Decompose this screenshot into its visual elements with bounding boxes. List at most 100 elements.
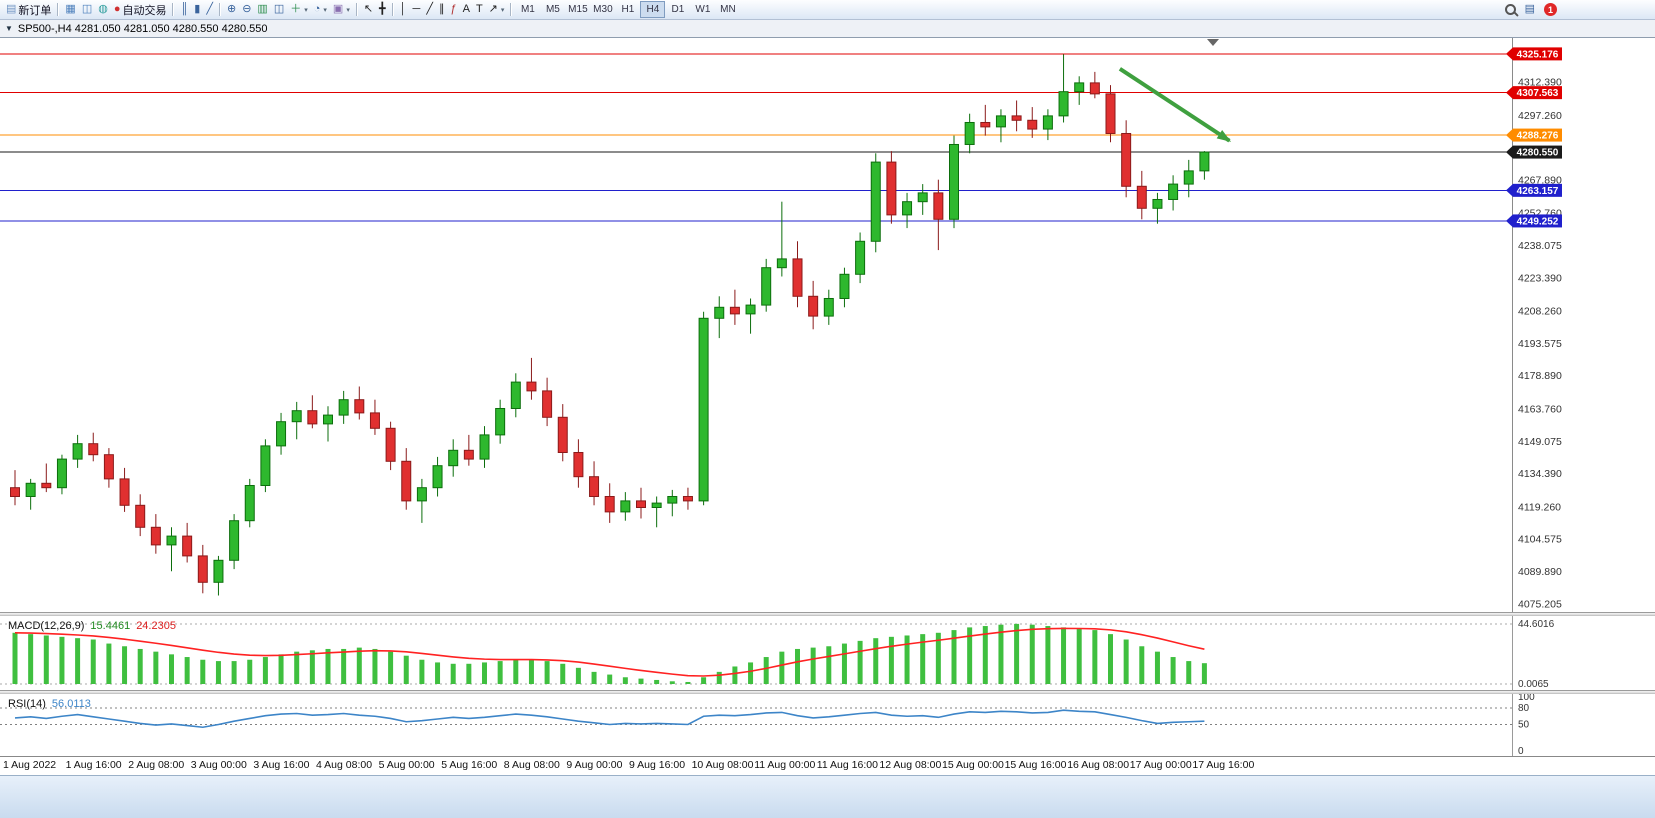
candlestick-mode-icon: ▮ — [194, 3, 201, 15]
rsi-axis-label: 50 — [1518, 720, 1530, 731]
arrows-icon: ↗ — [488, 3, 498, 15]
candle — [620, 500, 631, 513]
templates-button[interactable]: ▣ ▾ — [330, 2, 353, 18]
auto-trading-icon: ● — [113, 3, 121, 15]
candle — [792, 258, 803, 297]
price-tick-label: 4267.890 — [1518, 174, 1562, 186]
auto-trading-button[interactable]: ● 自动交易 — [111, 2, 170, 18]
panel-separator[interactable] — [0, 612, 1655, 616]
fibonacci-icon: ƒ — [450, 3, 457, 15]
charts-window-icon: ▦ — [65, 3, 76, 15]
timeframe-m1-button[interactable]: M1 — [520, 4, 535, 15]
candles-layer — [10, 54, 1210, 596]
fibonacci-button[interactable]: ƒ — [447, 2, 459, 18]
time-axis-label: 1 Aug 2022 — [3, 759, 57, 771]
macd-bar — [935, 632, 941, 684]
macd-axis-label: 44.6016 — [1518, 619, 1555, 630]
rsi-axis-label: 80 — [1518, 703, 1530, 714]
macd-bar — [28, 634, 34, 684]
vertical-line-button[interactable]: │ — [397, 2, 410, 18]
candle — [1105, 93, 1116, 134]
price-tick-label: 4312.390 — [1518, 77, 1562, 89]
price-tick-label: 4075.205 — [1518, 598, 1562, 610]
macd-bar — [309, 650, 315, 684]
main-price-chart[interactable]: 4312.3904297.2604267.8904252.7604238.075… — [0, 38, 1655, 612]
terminal-window-button[interactable]: ◫ — [79, 2, 95, 18]
add-indicator-button[interactable]: ＋ ▾ — [287, 2, 311, 18]
price-tick-label: 4223.390 — [1518, 272, 1562, 284]
macd-panel[interactable]: 44.6016 0.0065 MACD(12,26,9) 15.4461 24.2305 — [0, 616, 1655, 690]
time-axis[interactable]: 1 Aug 2022 1 Aug 16:00 2 Aug 08:00 3 Aug 00… — [0, 756, 1655, 775]
time-axis-label: 9 Aug 00:00 — [566, 759, 623, 771]
candle — [479, 434, 490, 460]
macd-bar — [1092, 630, 1098, 684]
notification-badge[interactable]: 1 — [1544, 3, 1557, 16]
candle — [323, 414, 333, 425]
zoom-out-button[interactable]: ⊖ — [239, 2, 254, 18]
timeframe-h1-button[interactable]: H1 — [621, 4, 635, 15]
trendline-button[interactable]: ╱ — [423, 2, 436, 18]
zoom-in-button[interactable]: ⊕ — [224, 2, 239, 18]
shift-marker[interactable] — [1207, 39, 1219, 46]
chart-dropdown-caret[interactable]: ▼ — [5, 24, 13, 33]
timeframe-d1-button[interactable]: D1 — [671, 4, 685, 15]
macd-bar — [231, 661, 237, 684]
price-tick-label: 4163.760 — [1518, 404, 1562, 416]
data-window-button[interactable]: ▤ — [1522, 2, 1538, 18]
candle — [1011, 115, 1022, 121]
panel-separator[interactable] — [0, 690, 1655, 694]
timeframe-m30-button[interactable]: M30 — [593, 4, 613, 15]
tile-windows-button[interactable]: ◫ — [271, 2, 287, 18]
support-button[interactable]: ◍ — [95, 2, 111, 18]
text-label-button[interactable]: T — [473, 2, 486, 18]
chart-tab-bar[interactable]: ▼ SP500-,H4 4281.050 4281.050 4280.550 4… — [0, 20, 1655, 38]
horizontal-line-button[interactable]: ─ — [410, 2, 424, 18]
line-chart-mode-button[interactable]: ╱ — [203, 2, 216, 18]
macd-bar — [1186, 661, 1192, 684]
time-axis-label: 17 Aug 16:00 — [1192, 759, 1255, 771]
candle — [276, 421, 287, 447]
candle — [103, 454, 114, 480]
macd-bar — [75, 638, 81, 684]
candle — [714, 306, 725, 319]
time-axis-label: 16 Aug 08:00 — [1067, 759, 1130, 771]
macd-bar — [732, 666, 738, 684]
price-tick-label: 4208.260 — [1518, 306, 1562, 318]
text-button[interactable]: A — [460, 2, 473, 18]
timeframe-h4-button[interactable]: H4 — [640, 1, 666, 18]
macd-bar — [1154, 651, 1160, 684]
timeframe-w1-button[interactable]: W1 — [695, 4, 711, 15]
candle — [401, 460, 412, 502]
candle — [917, 192, 928, 203]
tile-windows-icon: ◫ — [273, 3, 285, 15]
timeframe-m15-button[interactable]: M15 — [568, 4, 588, 15]
timeframe-m5-button[interactable]: M5 — [545, 4, 560, 15]
cursor-button[interactable]: ↖ — [361, 2, 376, 18]
macd-bar — [153, 651, 159, 684]
macd-bar — [278, 654, 284, 684]
bar-chart-mode-button[interactable]: ║ — [177, 2, 191, 18]
price-tick-label: 4178.890 — [1518, 370, 1562, 382]
channel-button[interactable]: ∥ — [436, 2, 448, 18]
search-icon[interactable] — [1504, 4, 1516, 15]
crosshair-button[interactable]: ╋ — [376, 2, 389, 18]
indicators-button[interactable]: ▥ — [254, 2, 270, 18]
macd-bar — [341, 648, 347, 684]
charts-window-button[interactable]: ▦ — [62, 2, 78, 18]
periods-button[interactable]: ◔ ▾ — [311, 2, 330, 18]
macd-bar — [701, 677, 707, 684]
new-order-button[interactable]: ▤ 新订单 — [3, 2, 54, 18]
macd-bar — [1029, 624, 1035, 684]
trendline-icon: ╱ — [426, 3, 433, 15]
macd-bar — [1201, 663, 1207, 684]
arrows-button[interactable]: ↗ ▾ — [486, 2, 508, 18]
time-axis-label: 4 Aug 08:00 — [316, 759, 373, 771]
timeframe-mn-button[interactable]: MN — [720, 4, 736, 15]
candle — [1183, 170, 1194, 185]
candlestick-mode-button[interactable]: ▮ — [191, 2, 203, 18]
candle — [56, 458, 67, 489]
candle — [698, 317, 709, 502]
trend-arrow-annotation[interactable] — [1118, 67, 1232, 143]
macd-bar — [1108, 634, 1113, 684]
